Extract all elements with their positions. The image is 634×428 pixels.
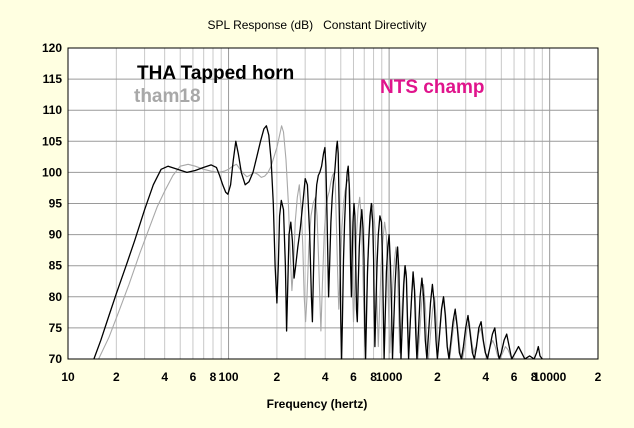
legend-entry-tha-tapped-horn: THA Tapped horn xyxy=(137,63,294,84)
x-tick-label: 8 xyxy=(531,370,538,384)
x-tick-label: 6 xyxy=(190,370,197,384)
legend-entry-tham18: tham18 xyxy=(134,86,201,107)
x-tick-label: 4 xyxy=(161,370,168,384)
y-tick-label: 80 xyxy=(49,290,63,304)
x-tick-label: 8 xyxy=(210,370,217,384)
y-tick-label: 120 xyxy=(42,41,62,55)
x-tick-label: 6 xyxy=(511,370,518,384)
x-tick-label: 10 xyxy=(61,370,75,384)
x-tick-label: 2 xyxy=(274,370,281,384)
x-tick-label: 4 xyxy=(482,370,489,384)
y-tick-label: 75 xyxy=(49,321,63,335)
y-tick-label: 90 xyxy=(49,228,63,242)
x-tick-label: 2 xyxy=(434,370,441,384)
x-tick-label: 10000 xyxy=(533,370,567,384)
x-tick-label: 2 xyxy=(113,370,120,384)
annotation-nts-champ: NTS champ xyxy=(380,77,485,98)
x-tick-label: 6 xyxy=(350,370,357,384)
series-line-tha-tapped-horn xyxy=(93,125,543,360)
y-tick-label: 85 xyxy=(49,259,63,273)
x-tick-label: 1000 xyxy=(376,370,403,384)
x-tick-label: 2 xyxy=(595,370,602,384)
x-tick-label: 4 xyxy=(322,370,329,384)
y-tick-label: 95 xyxy=(49,197,63,211)
y-tick-label: 70 xyxy=(49,352,63,366)
chart-title: SPL Response (dB) Constant Directivity xyxy=(208,18,427,32)
series-layer xyxy=(93,125,543,360)
y-tick-label: 105 xyxy=(42,134,62,148)
x-tick-label: 8 xyxy=(370,370,377,384)
y-tick-labels: 120 115 110 105 100 95 90 85 80 75 70 xyxy=(42,41,62,366)
y-tick-label: 110 xyxy=(43,103,63,117)
y-tick-label: 115 xyxy=(43,72,63,86)
x-tick-label: 100 xyxy=(219,370,239,384)
x-axis-label: Frequency (hertz) xyxy=(267,397,368,411)
y-tick-label: 100 xyxy=(42,165,62,179)
plot-frame xyxy=(67,47,599,360)
